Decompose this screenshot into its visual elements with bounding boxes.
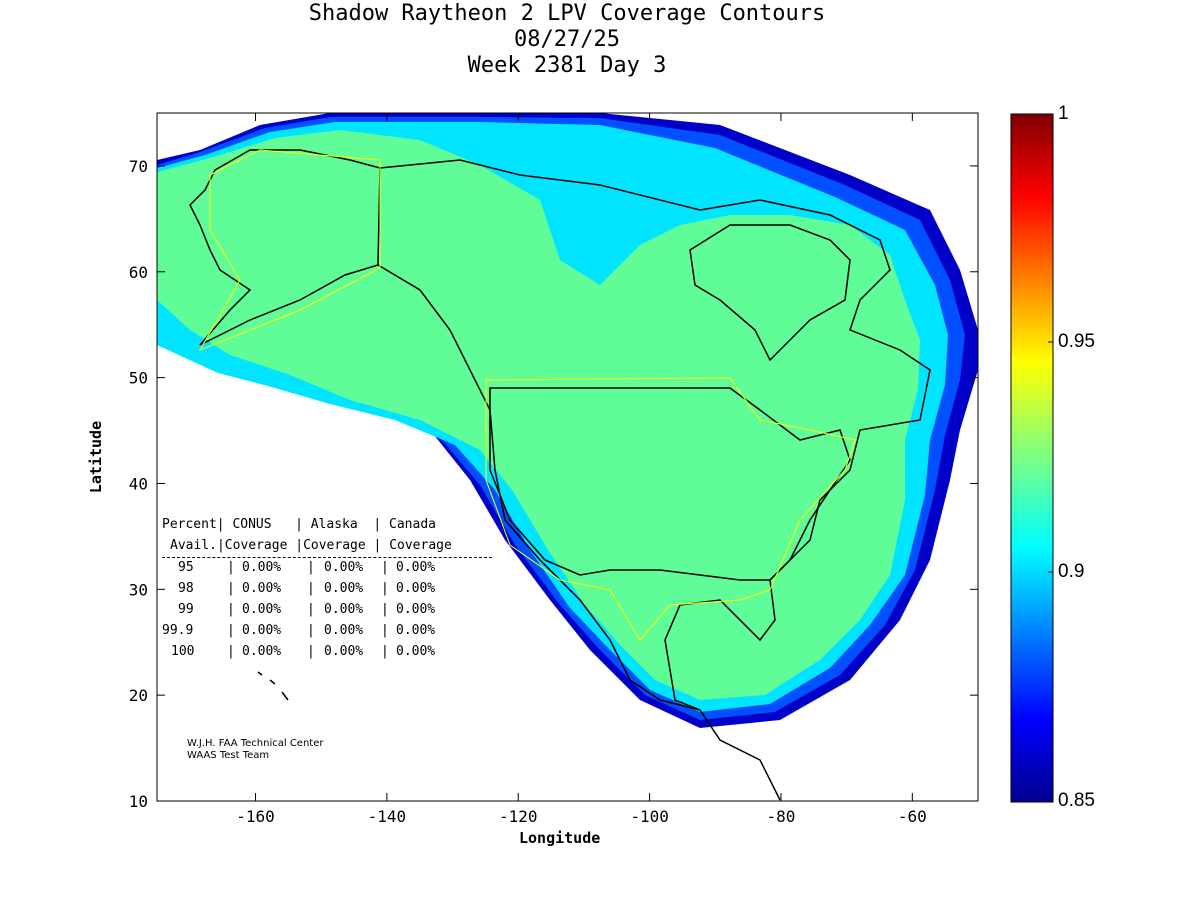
hawaii-islands: [257, 671, 289, 701]
stats-row-alaska: 0.00%: [324, 560, 364, 575]
stats-row-canada: 0.00%: [396, 581, 436, 596]
stats-separator: |: [381, 644, 389, 659]
stats-row-percent: 99: [178, 602, 194, 617]
north-america-coast: [379, 159, 931, 801]
stats-separator: |: [381, 560, 389, 575]
stats-row-canada: 0.00%: [396, 644, 436, 659]
stats-row-percent: 99.9: [162, 623, 194, 638]
y-tick-label: 70: [129, 157, 148, 176]
x-tick-label: -80: [767, 807, 796, 826]
title-line-1: Shadow Raytheon 2 LPV Coverage Contours: [308, 1, 826, 26]
stats-separator: |: [227, 602, 235, 617]
title-line-3: Week 2381 Day 3: [467, 53, 667, 78]
stats-separator: |: [307, 560, 315, 575]
stats-row-alaska: 0.00%: [324, 644, 364, 659]
stats-row-alaska: 0.00%: [324, 602, 364, 617]
stats-row-percent: 95: [178, 560, 194, 575]
stats-header-2: Avail.|Coverage |Coverage | Coverage: [170, 538, 452, 553]
coverage-contours: [157, 113, 978, 728]
stats-separator: |: [307, 644, 315, 659]
stats-separator: |: [227, 623, 235, 638]
stats-row-conus: 0.00%: [242, 623, 282, 638]
pacific-coast: [377, 264, 701, 711]
stats-separator: |: [227, 581, 235, 596]
colorbar-max-label: 1: [1058, 103, 1069, 124]
stats-row-canada: 0.00%: [396, 560, 436, 575]
credit-line-2: WAAS Test Team: [187, 750, 270, 761]
alaska-region: [198, 149, 381, 351]
stats-header-1: Percent| CONUS | Alaska | Canada: [162, 517, 436, 532]
stats-row-conus: 0.00%: [242, 644, 282, 659]
stats-row-alaska: 0.00%: [324, 581, 364, 596]
y-axis-label: Latitude: [87, 420, 106, 494]
y-tick-label: 10: [129, 792, 148, 811]
y-tick-label: 50: [129, 369, 148, 388]
stats-divider: [162, 557, 492, 558]
x-axis-ticks: -160 -140 -120 -100 -80 -60: [236, 113, 927, 826]
colorbar-tick-label-095: 0.95: [1058, 331, 1095, 352]
colorbar: [1010, 113, 1054, 803]
y-tick-label: 60: [129, 263, 148, 282]
region-outlines: [198, 149, 856, 641]
stats-row-conus: 0.00%: [242, 560, 282, 575]
conus-region: [485, 377, 856, 641]
stats-separator: |: [227, 644, 235, 659]
coverage-band-main: [157, 130, 920, 700]
greenland-outline: [689, 224, 851, 362]
x-tick-label: -140: [368, 807, 407, 826]
stats-separator: |: [307, 623, 315, 638]
y-tick-label: 30: [129, 580, 148, 599]
title-line-2: 08/27/25: [514, 27, 620, 52]
stats-separator: |: [381, 581, 389, 596]
stats-row-canada: 0.00%: [396, 623, 436, 638]
stats-separator: |: [381, 602, 389, 617]
stats-separator: |: [307, 602, 315, 617]
credit-line-1: W.J.H. FAA Technical Center: [187, 738, 324, 749]
stats-row-percent: 98: [178, 581, 194, 596]
stats-row-conus: 0.00%: [242, 581, 282, 596]
stats-separator: |: [307, 581, 315, 596]
alaska-outline: [189, 149, 381, 346]
x-axis-label: Longitude: [519, 829, 601, 847]
colorbar-min-label: 0.85: [1058, 790, 1095, 811]
x-tick-label: -160: [236, 807, 275, 826]
stats-separator: |: [381, 623, 389, 638]
x-tick-label: -60: [898, 807, 927, 826]
conus-border: [489, 387, 851, 581]
stats-row-percent: 100: [171, 644, 195, 659]
map-outlines: [189, 149, 931, 801]
stats-separator: |: [227, 560, 235, 575]
y-tick-label: 20: [129, 686, 148, 705]
x-tick-label: -100: [630, 807, 669, 826]
plot-frame: [156, 112, 979, 802]
stats-row-canada: 0.00%: [396, 602, 436, 617]
colorbar-tick-label-09: 0.9: [1058, 561, 1085, 582]
y-axis-ticks: 10 20 30 40 50 60 70: [129, 157, 978, 811]
x-tick-label: -120: [499, 807, 538, 826]
stats-row-alaska: 0.00%: [324, 623, 364, 638]
stats-row-conus: 0.00%: [242, 602, 282, 617]
y-tick-label: 40: [129, 474, 148, 493]
